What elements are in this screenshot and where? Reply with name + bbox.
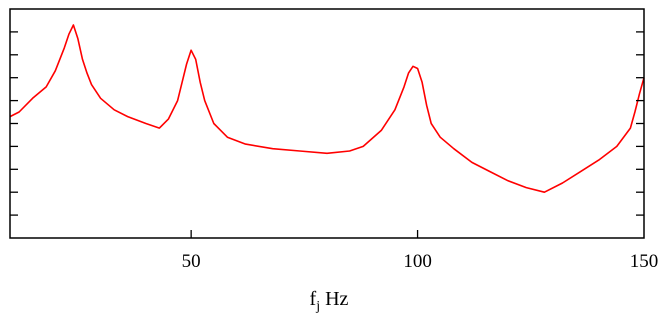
series-line-0 [9,24,645,193]
x-tick-label: 50 [182,251,201,272]
plot-area [9,24,645,193]
x-tick-label: 150 [630,251,659,272]
x-tick-label: 100 [403,251,432,272]
ticks [10,31,644,238]
tick-labels: 50 100 150 [182,251,659,272]
plot-frame [9,8,645,239]
x-axis-label: fj Hz [310,288,349,314]
